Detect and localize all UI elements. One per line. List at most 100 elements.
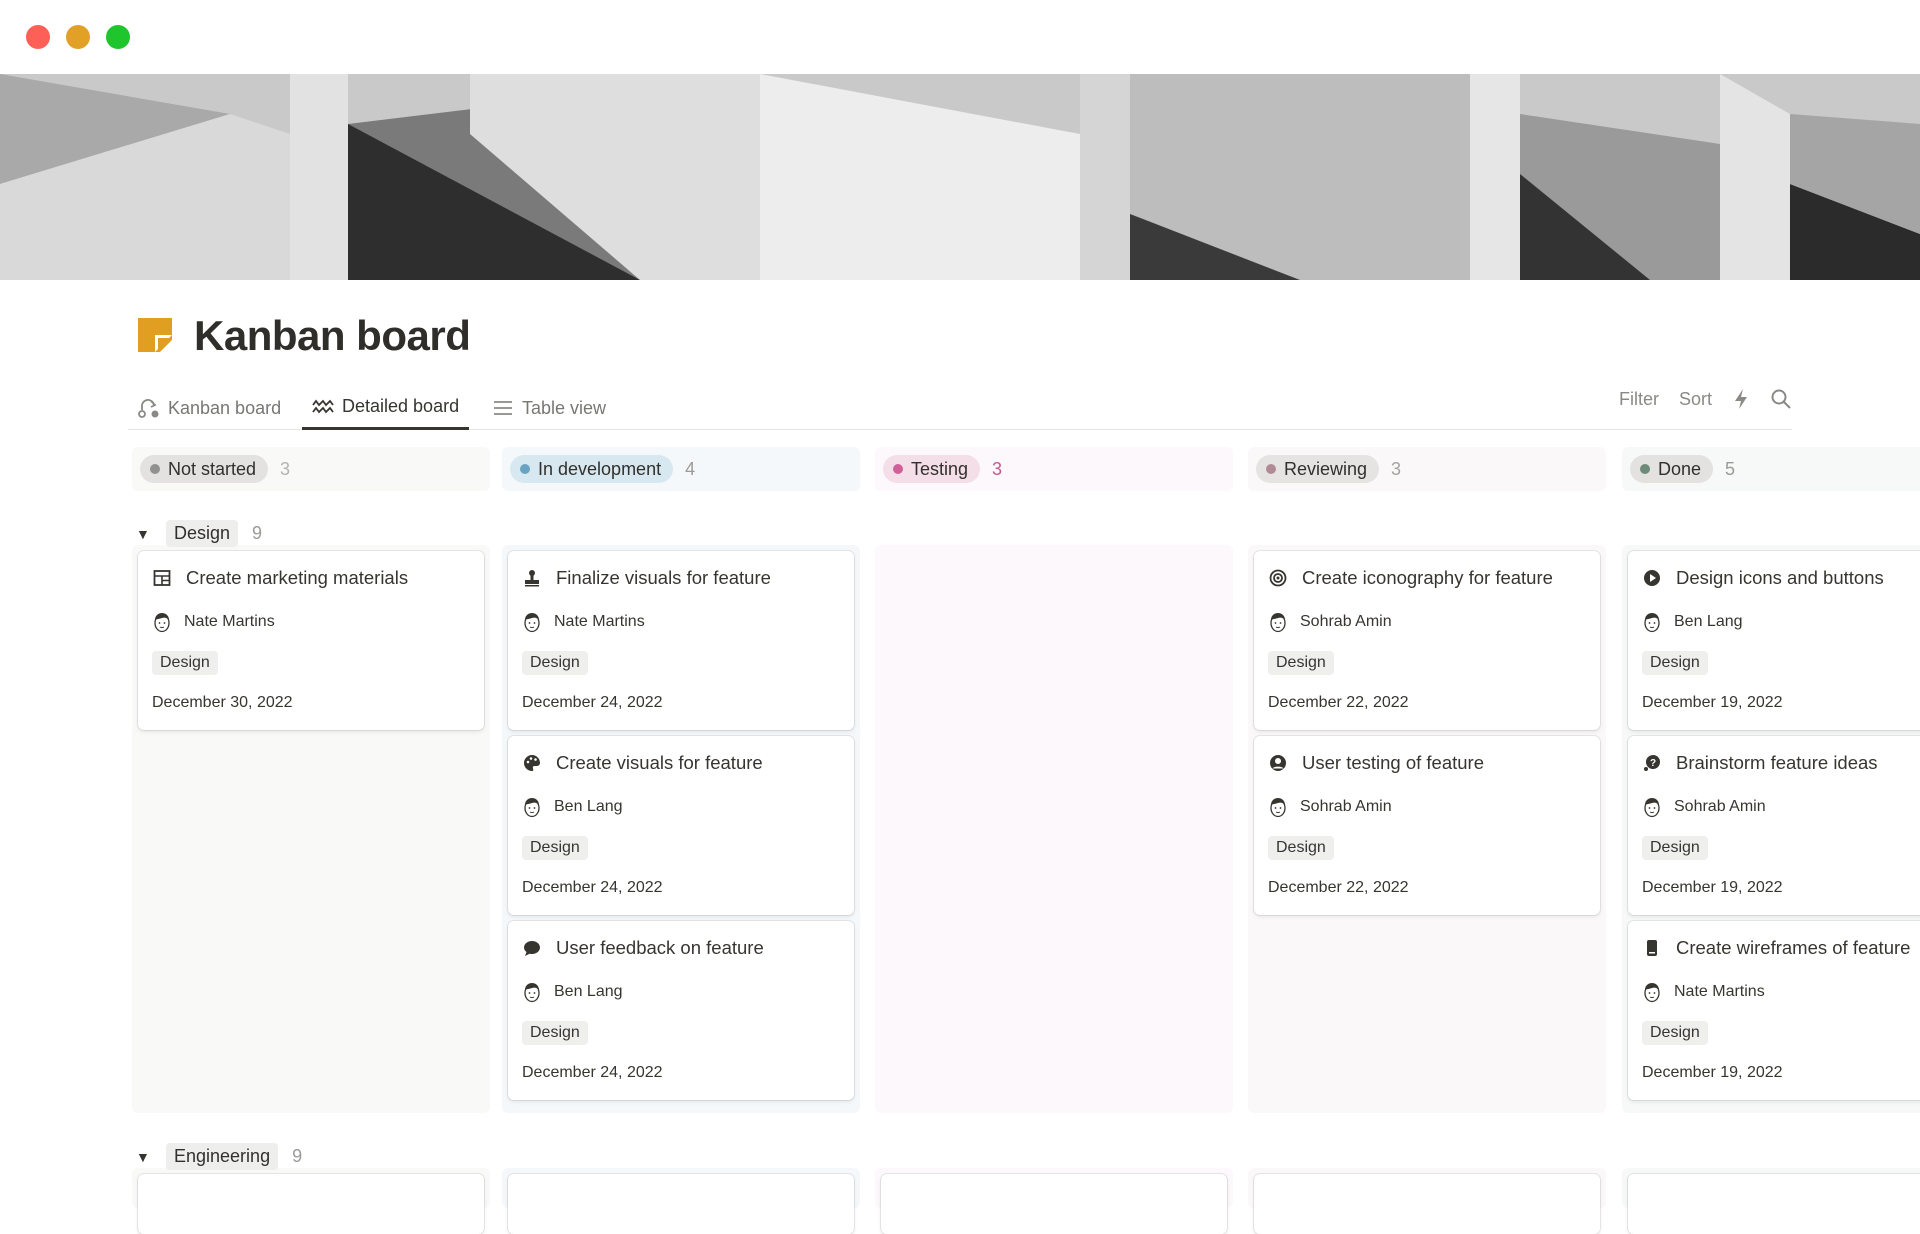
filter-button[interactable]: Filter bbox=[1618, 388, 1659, 409]
card-assignee: Nate Martins bbox=[522, 611, 645, 633]
card-tag: Design bbox=[522, 1021, 588, 1045]
window-close-button[interactable] bbox=[26, 25, 50, 49]
card-date: December 19, 2022 bbox=[1642, 879, 1783, 896]
card-tag: Design bbox=[1268, 836, 1334, 860]
group-header-engineering[interactable]: ▼ Engineering 9 bbox=[136, 1143, 302, 1170]
lightning-icon[interactable] bbox=[1732, 388, 1750, 410]
card-title-text: Create marketing materials bbox=[186, 567, 409, 588]
tab-label: Detailed board bbox=[342, 396, 460, 416]
card-date: December 24, 2022 bbox=[522, 879, 663, 896]
tab-detailed-board[interactable]: Detailed board bbox=[302, 386, 470, 430]
avatar-icon bbox=[1268, 796, 1288, 818]
assignee-name: Ben Lang bbox=[554, 798, 623, 815]
tab-kanban-board[interactable]: Kanban board bbox=[138, 386, 281, 430]
assignee-name: Ben Lang bbox=[1674, 613, 1743, 630]
card-title: Finalize visuals for feature bbox=[522, 567, 771, 589]
status-dot bbox=[1266, 464, 1276, 474]
card[interactable]: Create visuals for feature Ben Lang Design… bbox=[508, 736, 854, 915]
card[interactable]: User testing of feature Sohrab Amin Design… bbox=[1254, 736, 1600, 915]
column-header[interactable]: Testing 3 bbox=[875, 447, 1233, 491]
card-title-text: Create wireframes of feature bbox=[1676, 937, 1911, 958]
card-title-text: User feedback on feature bbox=[556, 937, 764, 958]
card[interactable] bbox=[508, 1174, 854, 1234]
window-zoom-button[interactable] bbox=[106, 25, 130, 49]
card-tag: Design bbox=[1268, 651, 1334, 675]
card-date: December 19, 2022 bbox=[1642, 1064, 1783, 1081]
card-assignee: Sohrab Amin bbox=[1268, 796, 1392, 818]
group-header-design[interactable]: ▼ Design 9 bbox=[136, 520, 262, 547]
card-tag: Design bbox=[1642, 1021, 1708, 1045]
status-dot bbox=[150, 464, 160, 474]
status-dot bbox=[1640, 464, 1650, 474]
avatar-icon bbox=[1268, 611, 1288, 633]
card-title: Create visuals for feature bbox=[522, 752, 763, 774]
column-header[interactable]: Done 5 bbox=[1622, 447, 1920, 491]
palette-icon bbox=[522, 753, 542, 773]
status-label: Not started bbox=[168, 458, 257, 479]
avatar-icon bbox=[1642, 611, 1662, 633]
group-label: Engineering bbox=[166, 1143, 279, 1170]
card-title: ? Brainstorm feature ideas bbox=[1642, 752, 1878, 774]
window-minimize-button[interactable] bbox=[66, 25, 90, 49]
status-pill[interactable]: Done bbox=[1630, 455, 1714, 483]
card[interactable] bbox=[1628, 1174, 1920, 1234]
card-assignee: Ben Lang bbox=[1642, 611, 1743, 633]
column-header[interactable]: Not started 3 bbox=[132, 447, 490, 491]
card-title-text: Finalize visuals for feature bbox=[556, 567, 771, 588]
route-icon bbox=[138, 399, 159, 418]
status-count: 3 bbox=[1391, 458, 1402, 479]
card[interactable]: User feedback on feature Ben Lang Design De… bbox=[508, 921, 854, 1100]
card[interactable]: Create marketing materials Nate Martins De… bbox=[138, 551, 484, 730]
card[interactable] bbox=[1254, 1174, 1600, 1234]
toolbar: Filter Sort bbox=[1619, 388, 1792, 410]
column-header[interactable]: In development 4 bbox=[502, 447, 860, 491]
waves-icon bbox=[312, 399, 334, 413]
card-date: December 24, 2022 bbox=[522, 694, 663, 711]
card-date: December 24, 2022 bbox=[522, 1064, 663, 1081]
list-icon bbox=[494, 401, 512, 415]
card-date: December 22, 2022 bbox=[1268, 694, 1409, 711]
status-pill[interactable]: Reviewing bbox=[1256, 455, 1380, 483]
status-pill[interactable]: Testing bbox=[883, 455, 981, 483]
column-header[interactable]: Reviewing 3 bbox=[1248, 447, 1606, 491]
card[interactable] bbox=[138, 1174, 484, 1234]
card[interactable]: Create wireframes of feature Nate Martins… bbox=[1628, 921, 1920, 1100]
card-title: Create wireframes of feature bbox=[1642, 937, 1910, 959]
card[interactable]: Design icons and buttons Ben Lang Design De… bbox=[1628, 551, 1920, 730]
card-assignee: Sohrab Amin bbox=[1642, 796, 1766, 818]
card[interactable]: Finalize visuals for feature Nate Martins… bbox=[508, 551, 854, 730]
card-date: December 19, 2022 bbox=[1642, 694, 1783, 711]
group-count: 9 bbox=[292, 1146, 303, 1166]
phone-icon bbox=[1642, 938, 1662, 958]
page-title: Kanban board bbox=[194, 312, 471, 359]
card-tag: Design bbox=[1642, 836, 1708, 860]
card-tag: Design bbox=[152, 651, 218, 675]
card-assignee: Sohrab Amin bbox=[1268, 611, 1392, 633]
tab-label: Table view bbox=[522, 397, 607, 418]
card-title: Design icons and buttons bbox=[1642, 567, 1884, 589]
stamp-icon bbox=[522, 568, 542, 588]
status-count: 4 bbox=[685, 458, 696, 479]
assignee-name: Sohrab Amin bbox=[1300, 798, 1392, 815]
search-icon[interactable] bbox=[1770, 388, 1792, 410]
user-circle-icon bbox=[1268, 753, 1288, 773]
status-pill[interactable]: In development bbox=[510, 455, 674, 483]
tab-table-view[interactable]: Table view bbox=[492, 386, 606, 430]
status-label: Reviewing bbox=[1284, 458, 1368, 479]
card-title: Create iconography for feature bbox=[1268, 567, 1553, 589]
card[interactable] bbox=[881, 1174, 1227, 1234]
status-count: 3 bbox=[992, 458, 1003, 479]
status-pill[interactable]: Not started bbox=[140, 455, 269, 483]
assignee-name: Ben Lang bbox=[554, 983, 623, 1000]
status-label: In development bbox=[538, 458, 662, 479]
status-count: 5 bbox=[1725, 458, 1736, 479]
card[interactable]: Create iconography for feature Sohrab Ami… bbox=[1254, 551, 1600, 730]
sort-button[interactable]: Sort bbox=[1678, 388, 1712, 409]
card-title-text: User testing of feature bbox=[1302, 752, 1485, 773]
card[interactable]: ? Brainstorm feature ideas Sohrab Amin Desi… bbox=[1628, 736, 1920, 915]
caret-down-icon[interactable]: ▼ bbox=[136, 525, 150, 542]
question-bubble-icon: ? bbox=[1642, 753, 1662, 773]
caret-down-icon[interactable]: ▼ bbox=[136, 1148, 150, 1165]
card-tag: Design bbox=[1642, 651, 1708, 675]
status-dot bbox=[520, 464, 530, 474]
